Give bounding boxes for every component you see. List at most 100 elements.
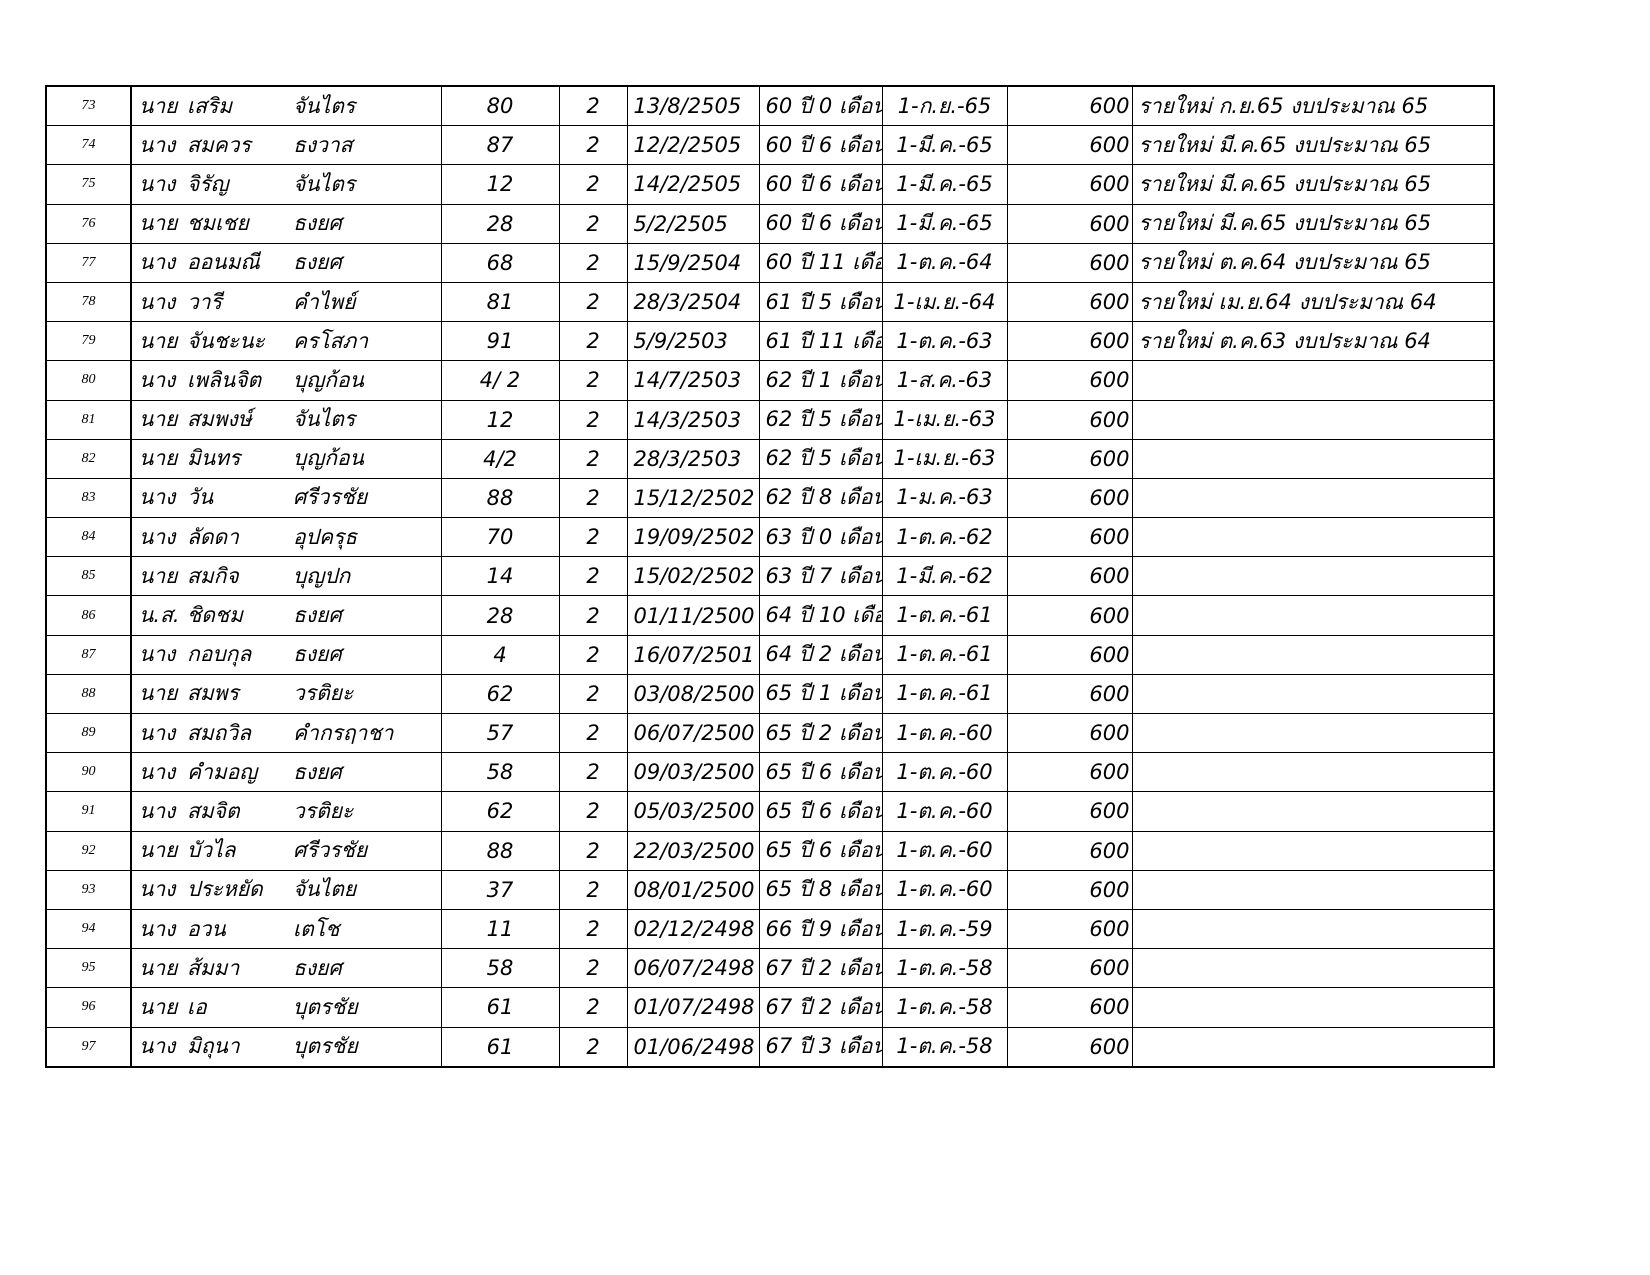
house-number-cell: 58 <box>440 948 560 989</box>
row-number-cell: 80 <box>45 360 132 401</box>
village-number-cell: 2 <box>558 399 628 440</box>
remark-cell <box>1131 673 1495 715</box>
first-name-cell: ลัดดา <box>187 517 293 558</box>
table-row: 74 นาง สมควร ธงวาส 87 2 12/2/2505 60 ปี 6 เดือน… <box>45 125 1495 166</box>
birth-date-cell: 5/2/2505 <box>626 203 760 244</box>
house-number-cell: 4/ 2 <box>440 360 560 401</box>
village-number-cell: 2 <box>558 85 628 127</box>
start-date-cell: 1-ต.ค.-60 <box>881 830 1008 871</box>
first-name-cell: กอบกุล <box>187 634 293 675</box>
name-title-cell: นาง <box>130 360 187 401</box>
allowance-amount-cell: 600 <box>1006 164 1133 205</box>
first-name-cell: สมพร <box>187 673 293 715</box>
village-number-cell: 2 <box>558 556 628 597</box>
house-number-cell: 70 <box>440 517 560 558</box>
house-number-cell: 12 <box>440 164 560 205</box>
house-number-cell: 88 <box>440 830 560 871</box>
age-cell: 62 ปี 5 เดือน <box>758 399 883 440</box>
last-name-cell: ธงวาส <box>293 125 442 166</box>
remark-cell <box>1131 438 1495 479</box>
table-body: 73 นาย เสริม จันไตร 80 2 13/8/2505 60 ปี 0 เดือ… <box>45 85 1495 1068</box>
remark-cell: รายใหม่ มี.ค.65 งบประมาณ 65 <box>1131 203 1495 244</box>
name-title-cell: นาง <box>130 164 187 205</box>
age-cell: 64 ปี 2 เดือน <box>758 634 883 675</box>
table-row: 76 นาย ชมเชย ธงยศ 28 2 5/2/2505 60 ปี 6 เดือน 1-… <box>45 203 1495 244</box>
house-number-cell: 12 <box>440 399 560 440</box>
row-number-cell: 76 <box>45 203 132 244</box>
first-name-cell: ประหยัด <box>187 869 293 910</box>
birth-date-cell: 15/12/2502 <box>626 477 760 519</box>
name-title-cell: นาย <box>130 556 187 597</box>
house-number-cell: 61 <box>440 987 560 1028</box>
name-title-cell: นาย <box>130 85 187 127</box>
age-cell: 64 ปี 10 เดือน <box>758 595 883 636</box>
start-date-cell: 1-ต.ค.-59 <box>881 908 1008 950</box>
birth-date-cell: 01/11/2500 <box>626 595 760 636</box>
name-title-cell: นาย <box>130 830 187 871</box>
start-date-cell: 1-ต.ค.-63 <box>881 321 1008 362</box>
row-number-cell: 83 <box>45 477 132 519</box>
table-row: 78 นาง วารี คำไพย์ 81 2 28/3/2504 61 ปี 5 เดือน… <box>45 281 1495 323</box>
village-number-cell: 2 <box>558 752 628 793</box>
allowance-amount-cell: 600 <box>1006 752 1133 793</box>
table-row: 89 นาง สมถวิล คำกรฤาชา 57 2 06/07/2500 65 ปี 2 … <box>45 712 1495 754</box>
start-date-cell: 1-ก.ย.-65 <box>881 85 1008 127</box>
age-cell: 65 ปี 8 เดือน <box>758 869 883 910</box>
birth-date-cell: 08/01/2500 <box>626 869 760 910</box>
last-name-cell: ศรีวรชัย <box>293 477 442 519</box>
age-cell: 65 ปี 1 เดือน <box>758 673 883 715</box>
start-date-cell: 1-ต.ค.-61 <box>881 634 1008 675</box>
first-name-cell: สมถวิล <box>187 712 293 754</box>
village-number-cell: 2 <box>558 321 628 362</box>
row-number-cell: 91 <box>45 791 132 832</box>
village-number-cell: 2 <box>558 125 628 166</box>
start-date-cell: 1-ส.ค.-63 <box>881 360 1008 401</box>
start-date-cell: 1-เม.ย.-64 <box>881 281 1008 323</box>
remark-cell <box>1131 752 1495 793</box>
remark-cell <box>1131 712 1495 754</box>
row-number-cell: 73 <box>45 85 132 127</box>
remark-cell: รายใหม่ มี.ค.65 งบประมาณ 65 <box>1131 164 1495 205</box>
row-number-cell: 95 <box>45 948 132 989</box>
first-name-cell: เพลินจิต <box>187 360 293 401</box>
allowance-amount-cell: 600 <box>1006 281 1133 323</box>
age-cell: 62 ปี 8 เดือน <box>758 477 883 519</box>
start-date-cell: 1-ต.ค.-64 <box>881 242 1008 283</box>
allowance-amount-cell: 600 <box>1006 517 1133 558</box>
elderly-allowance-table: 73 นาย เสริม จันไตร 80 2 13/8/2505 60 ปี 0 เดือ… <box>45 85 1495 1068</box>
name-title-cell: นาง <box>130 712 187 754</box>
table-row: 91 นาง สมจิต วรติยะ 62 2 05/03/2500 65 ปี 6 เดื… <box>45 791 1495 832</box>
first-name-cell: สมพงษ์ <box>187 399 293 440</box>
name-title-cell: นาง <box>130 242 187 283</box>
table-row: 84 นาง ลัดดา อุปครุธ 70 2 19/09/2502 63 ปี 0 เด… <box>45 517 1495 558</box>
birth-date-cell: 15/02/2502 <box>626 556 760 597</box>
remark-cell <box>1131 399 1495 440</box>
last-name-cell: บุญปก <box>293 556 442 597</box>
first-name-cell: สมควร <box>187 125 293 166</box>
table-row: 79 นาย จันชะนะ ครโสภา 91 2 5/9/2503 61 ปี 11 เด… <box>45 321 1495 362</box>
allowance-amount-cell: 600 <box>1006 125 1133 166</box>
remark-cell: รายใหม่ เม.ย.64 งบประมาณ 64 <box>1131 281 1495 323</box>
village-number-cell: 2 <box>558 869 628 910</box>
last-name-cell: บุญก้อน <box>293 438 442 479</box>
remark-cell: รายใหม่ ก.ย.65 งบประมาณ 65 <box>1131 85 1495 127</box>
first-name-cell: วารี <box>187 281 293 323</box>
age-cell: 65 ปี 2 เดือน <box>758 712 883 754</box>
name-title-cell: นาย <box>130 673 187 715</box>
first-name-cell: คำมอญ <box>187 752 293 793</box>
remark-cell <box>1131 1026 1495 1068</box>
last-name-cell: ศรีวรชัย <box>293 830 442 871</box>
allowance-amount-cell: 600 <box>1006 242 1133 283</box>
birth-date-cell: 03/08/2500 <box>626 673 760 715</box>
age-cell: 60 ปี 6 เดือน <box>758 203 883 244</box>
table-row: 85 นาย สมกิจ บุญปก 14 2 15/02/2502 63 ปี 7 เดือ… <box>45 556 1495 597</box>
birth-date-cell: 12/2/2505 <box>626 125 760 166</box>
village-number-cell: 2 <box>558 791 628 832</box>
first-name-cell: อวน <box>187 908 293 950</box>
house-number-cell: 28 <box>440 203 560 244</box>
allowance-amount-cell: 600 <box>1006 399 1133 440</box>
table-row: 92 นาย บัวไล ศรีวรชัย 88 2 22/03/2500 65 ปี 6 เ… <box>45 830 1495 871</box>
first-name-cell: จิรัญ <box>187 164 293 205</box>
birth-date-cell: 28/3/2504 <box>626 281 760 323</box>
allowance-amount-cell: 600 <box>1006 987 1133 1028</box>
